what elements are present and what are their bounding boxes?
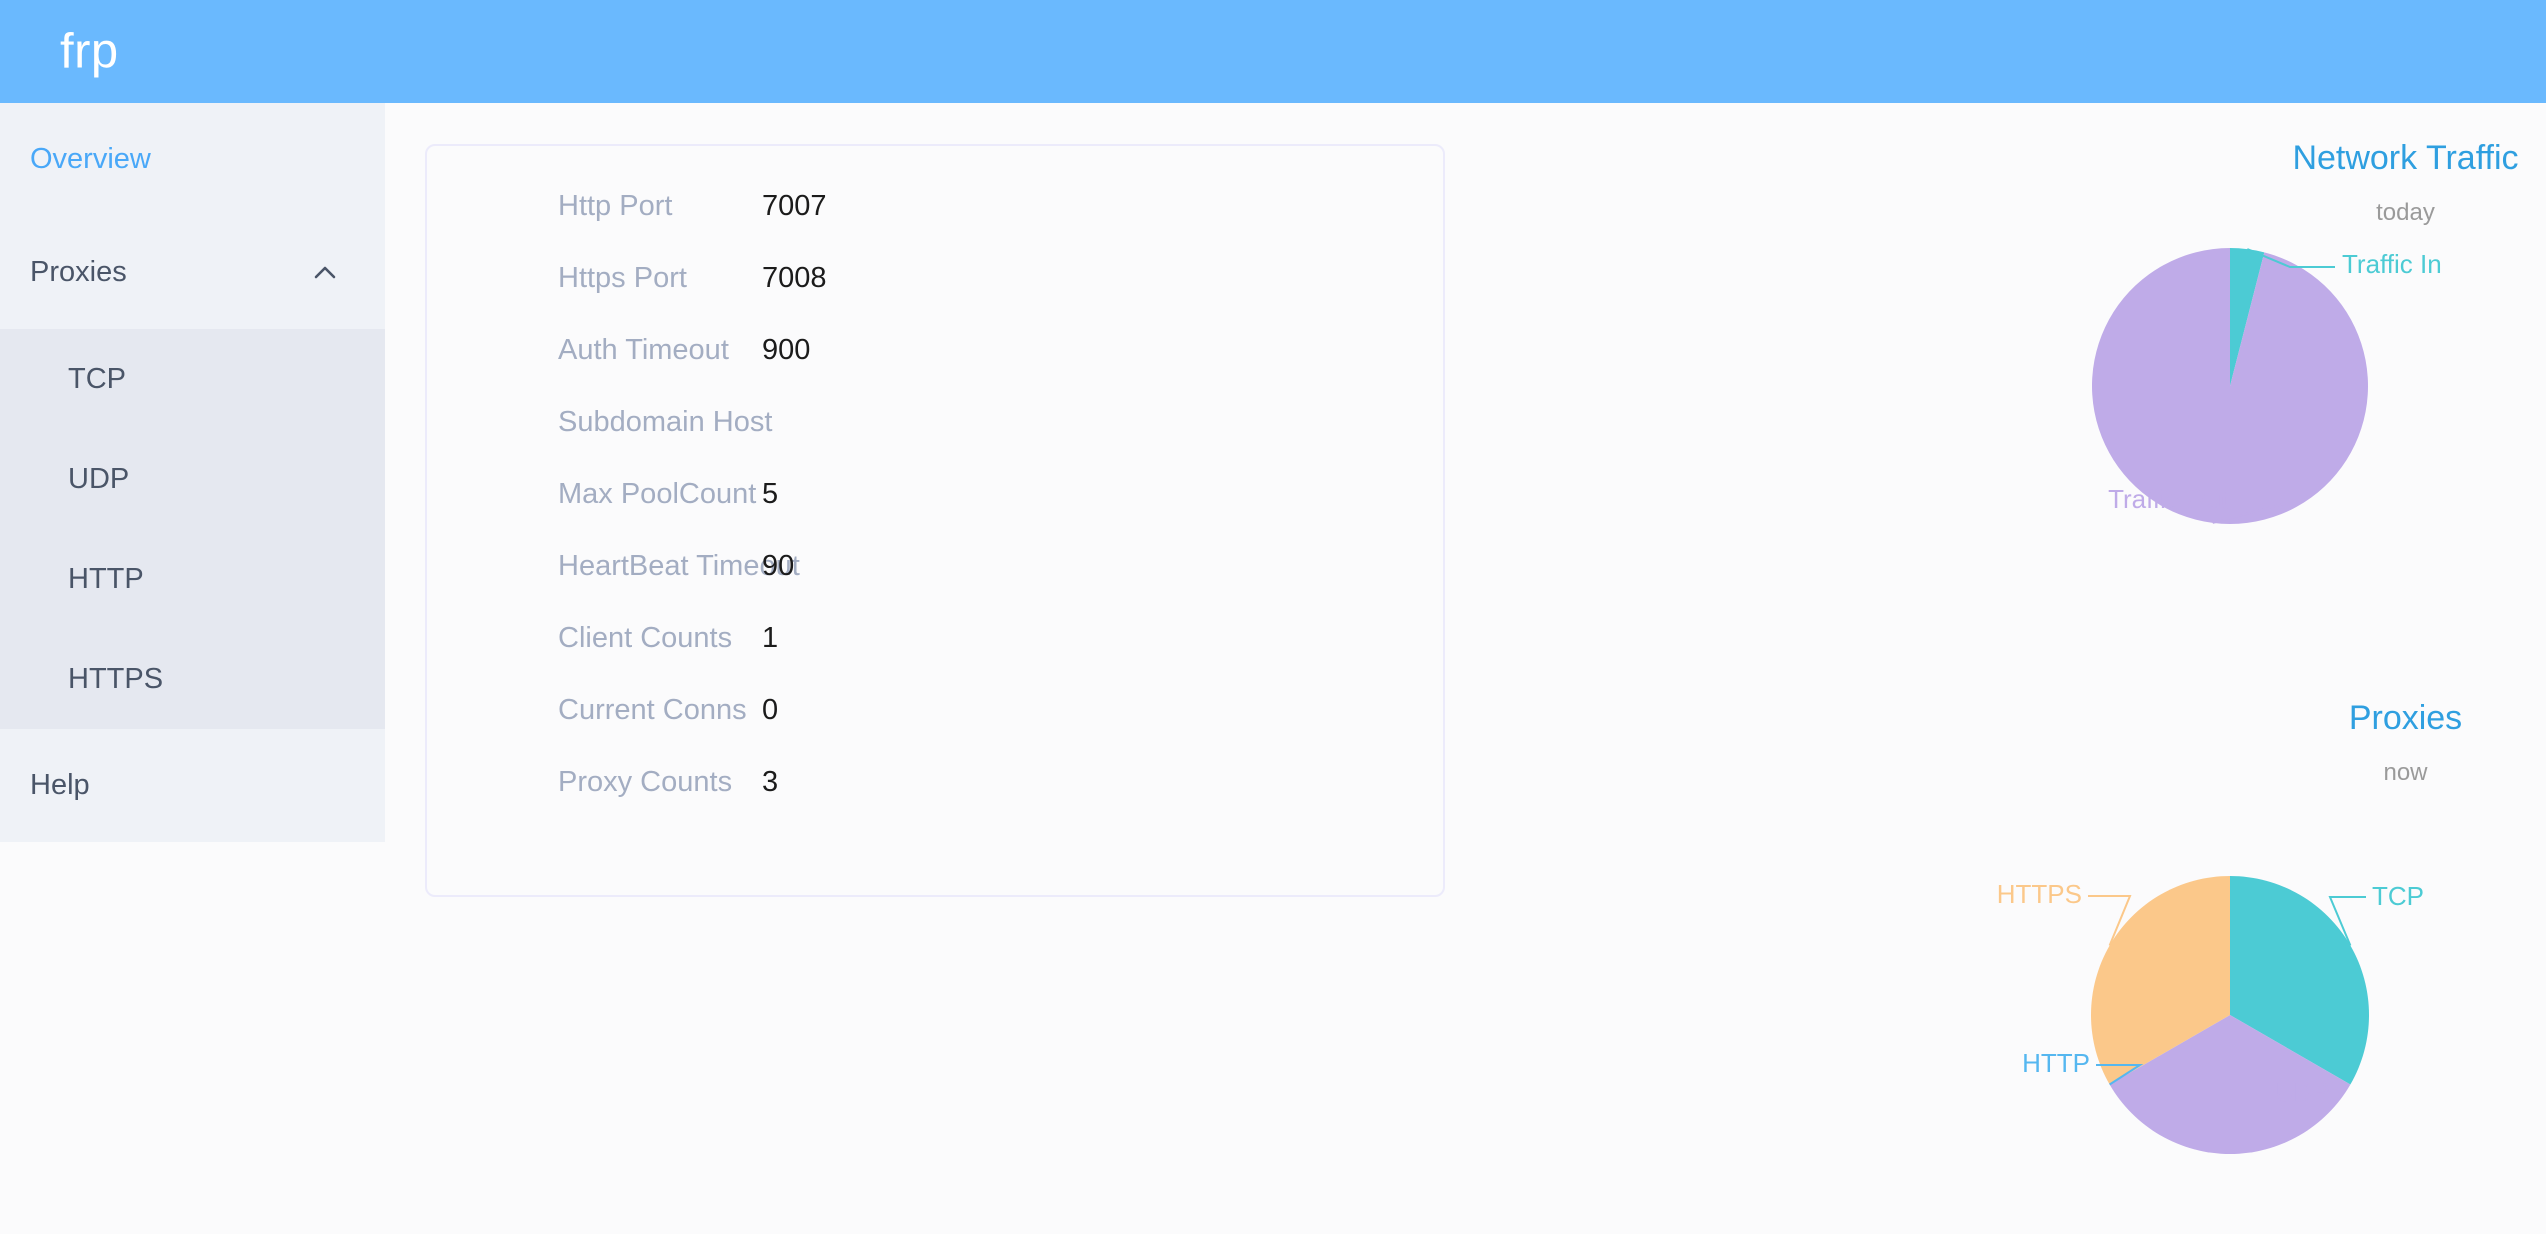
sidebar-item-label: Proxies (30, 256, 127, 288)
pie-slice-udp (2109, 1015, 2351, 1154)
pie-slice-https (2091, 876, 2230, 1085)
network-traffic-chart: Network Traffic today Traffic In Traffic… (1880, 141, 2546, 701)
info-row-value: 5 (762, 478, 779, 510)
info-row-key: Https Port (558, 262, 687, 294)
chart-subtitle: now (2383, 759, 2428, 786)
pie-slice-tcp (2230, 876, 2369, 1085)
proxies-chart: Proxies now TCP UDP (1880, 701, 2546, 1234)
info-row-key: HeartBeat Timeout (558, 550, 800, 582)
pie-slice-traffic-out (2092, 248, 2368, 524)
pie-label-traffic-in: Traffic In (2342, 249, 2442, 279)
info-row-value: 3 (762, 766, 779, 798)
info-row: Subdomain Host (427, 408, 1443, 480)
app-brand: frp (60, 24, 119, 78)
sidebar-item-proxies[interactable]: Proxies (0, 216, 385, 329)
info-row-key: Proxy Counts (558, 766, 733, 798)
pie-slices (2091, 876, 2369, 1154)
sidebar-item-tcp[interactable]: TCP (0, 329, 385, 429)
info-row-value: 90 (762, 550, 795, 582)
pie-label-https: HTTPS (1997, 879, 2082, 909)
info-row-key: Auth Timeout (558, 334, 729, 366)
info-row-key: Http Port (558, 190, 673, 222)
sidebar-submenu-proxies: TCP UDP HTTP HTTPS (0, 329, 385, 729)
pie-label-http: HTTP (2022, 1048, 2090, 1078)
info-row-value: 0 (762, 694, 779, 726)
info-row-key: Client Counts (558, 622, 733, 654)
info-row: Http Port 7007 (427, 192, 1443, 264)
main-content: Http Port 7007 Https Port 7008 Auth Time… (385, 103, 2546, 1234)
sidebar-item-label: Overview (30, 143, 151, 175)
pie-slices (2092, 248, 2368, 524)
info-row: Https Port 7008 (427, 264, 1443, 336)
sidebar-item-http[interactable]: HTTP (0, 529, 385, 629)
chart-title: Proxies (2348, 699, 2463, 737)
info-row: Client Counts 1 (427, 624, 1443, 696)
info-row: Auth Timeout 900 (427, 336, 1443, 408)
network-traffic-pie[interactable]: Traffic In Traffic Out (1880, 225, 2546, 655)
sidebar-item-label: HTTP (68, 562, 144, 595)
info-row-value: 1 (762, 622, 779, 654)
server-info-list: Http Port 7007 Https Port 7008 Auth Time… (427, 192, 1443, 840)
info-row: HeartBeat Timeout 90 (427, 552, 1443, 624)
charts-panel: Network Traffic today Traffic In Traffic… (1880, 103, 2546, 1234)
pie-slice-traffic-in (2230, 248, 2265, 386)
sidebar-item-udp[interactable]: UDP (0, 429, 385, 529)
sidebar-item-help[interactable]: Help (0, 729, 385, 842)
chevron-up-icon[interactable] (310, 258, 340, 288)
sidebar-item-label: TCP (68, 362, 126, 395)
sidebar: Overview Proxies TCP UDP HTTP HTTPS Help (0, 103, 385, 842)
info-row-key: Current Conns (558, 694, 747, 726)
info-row: Current Conns 0 (427, 696, 1443, 768)
info-row-value: 7007 (762, 190, 827, 222)
pie-leader-lines (2088, 895, 2366, 1154)
info-row-value: 7008 (762, 262, 827, 294)
proxies-pie[interactable]: TCP UDP HTTP HTTPS (1880, 785, 2546, 1185)
info-row-key: Max PoolCount (558, 478, 757, 510)
sidebar-item-label: HTTPS (68, 662, 164, 695)
chart-subtitle: today (2376, 199, 2435, 226)
chart-title: Network Traffic (2292, 139, 2519, 177)
server-info-card: Http Port 7007 Https Port 7008 Auth Time… (425, 144, 1445, 897)
info-row: Proxy Counts 3 (427, 768, 1443, 840)
pie-label-udp: UDP (2275, 1077, 2330, 1107)
sidebar-item-label: UDP (68, 462, 130, 495)
pie-label-tcp: TCP (2372, 881, 2424, 911)
pie-label-traffic-out: Traffic Out (2108, 484, 2229, 514)
pie-leader-lines (2212, 248, 2335, 524)
sidebar-item-overview[interactable]: Overview (0, 103, 385, 216)
app-header: frp (0, 0, 2546, 103)
sidebar-item-label: Help (30, 769, 90, 801)
info-row-key: Subdomain Host (558, 406, 773, 438)
sidebar-item-https[interactable]: HTTPS (0, 629, 385, 729)
info-row: Max PoolCount 5 (427, 480, 1443, 552)
info-row-value: 900 (762, 334, 811, 366)
